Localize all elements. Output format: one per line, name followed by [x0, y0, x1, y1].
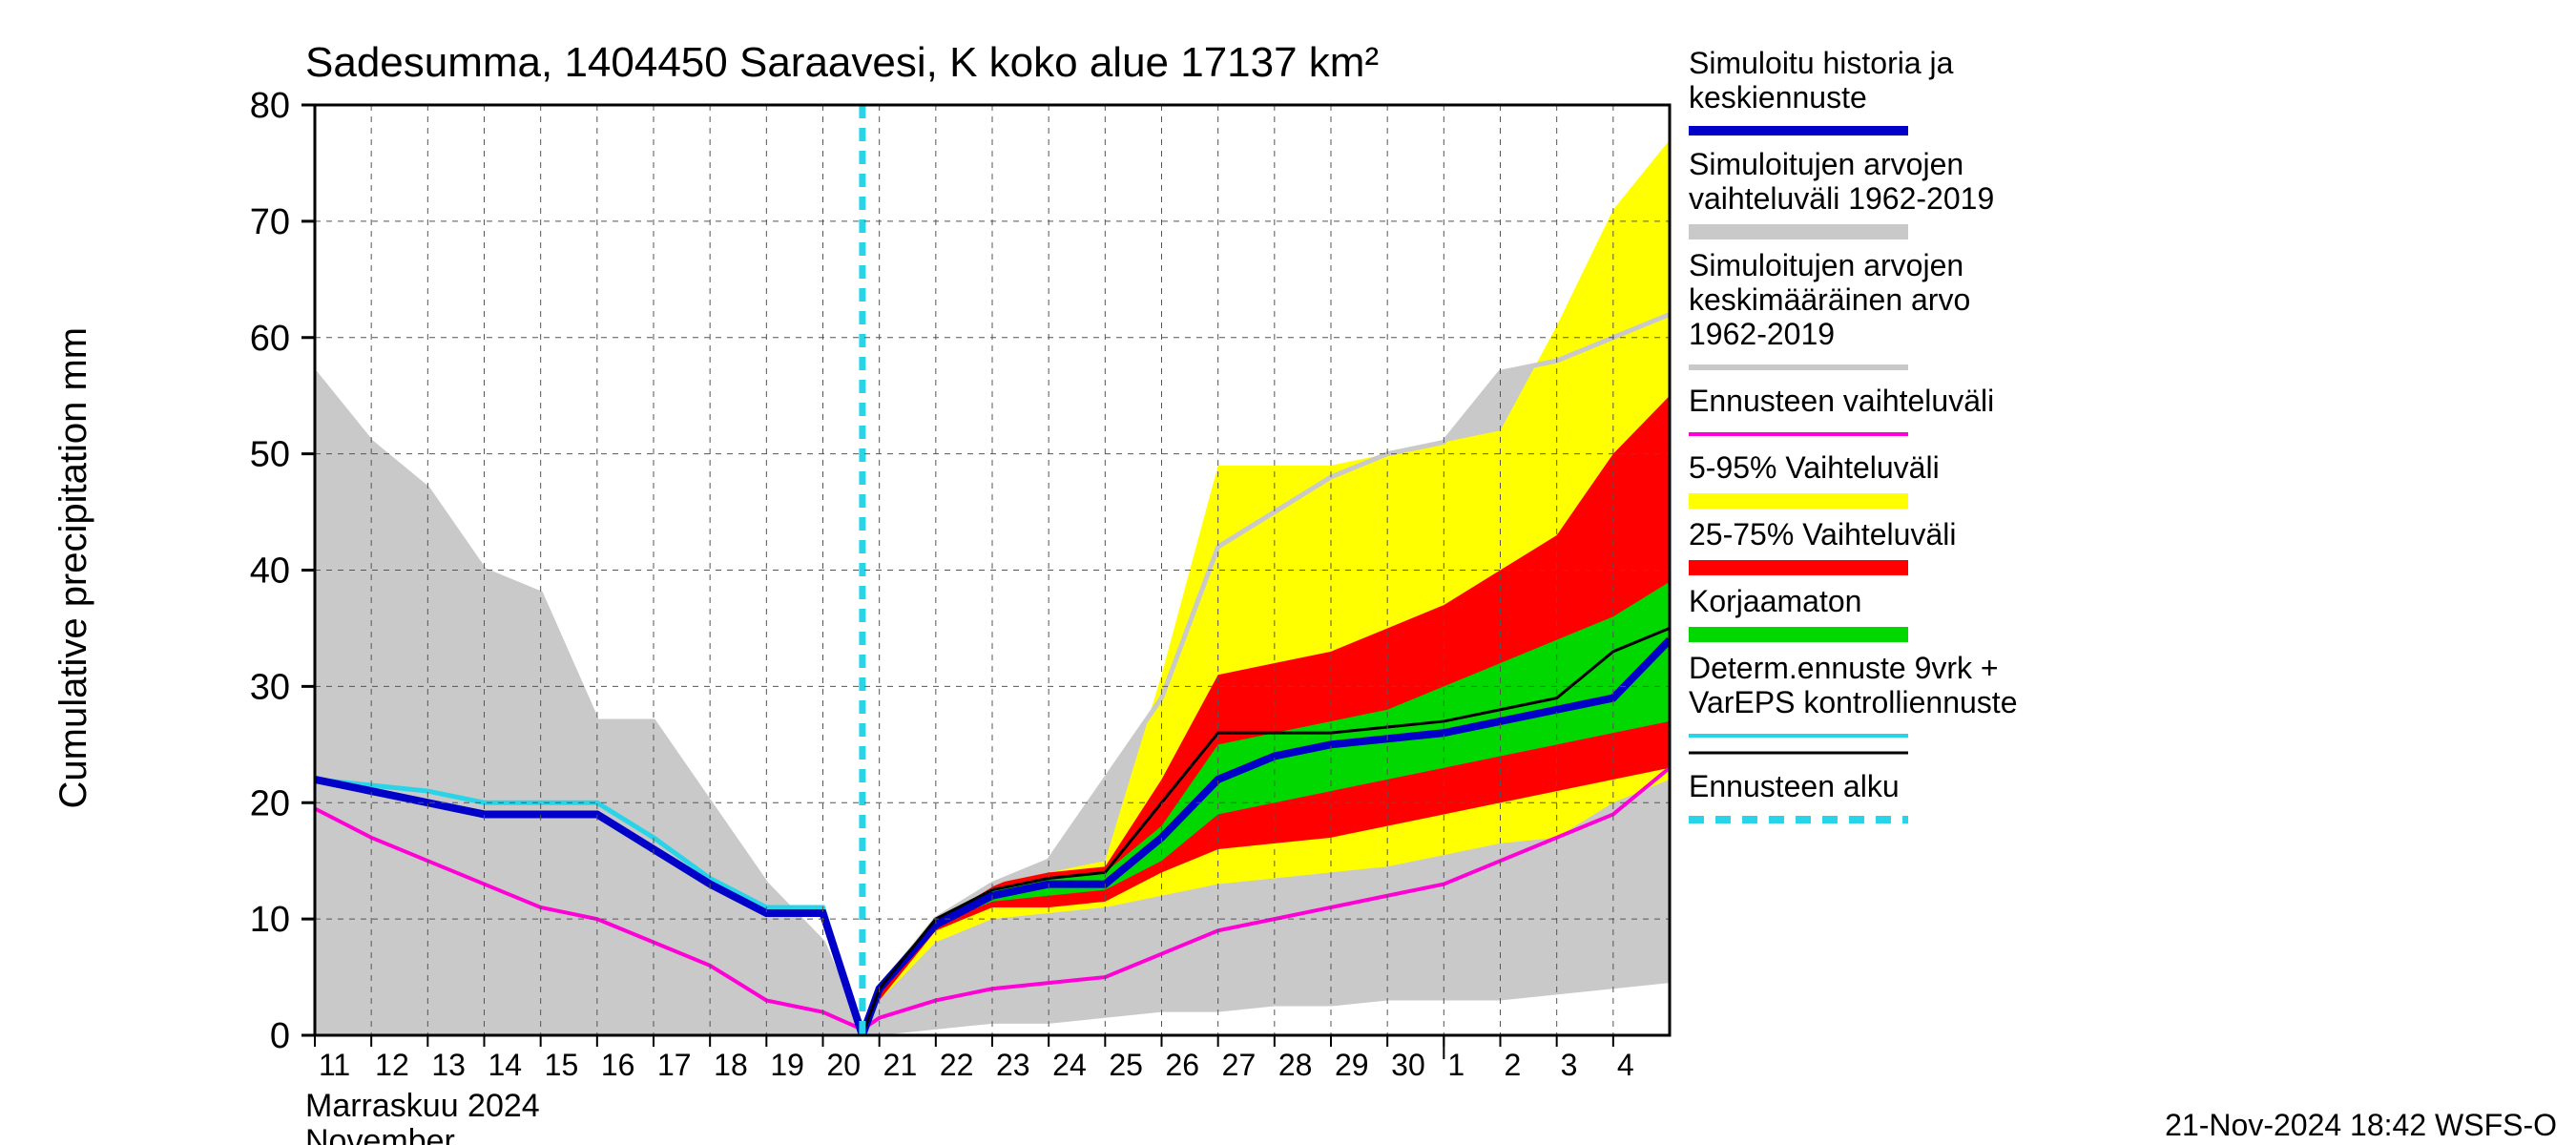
chart-svg: 0102030405060708011121314151617181920212…: [0, 0, 2576, 1145]
x-tick-label: 23: [996, 1048, 1030, 1082]
x-tick-label: 20: [827, 1048, 862, 1082]
x-tick-label: 26: [1166, 1048, 1200, 1082]
x-tick-label: 2: [1505, 1048, 1522, 1082]
legend-label: Simuloitujen arvojen: [1689, 248, 1963, 282]
x-tick-label: 4: [1617, 1048, 1634, 1082]
x-tick-label: 29: [1335, 1048, 1369, 1082]
legend-label: VarEPS kontrolliennuste: [1689, 685, 2017, 719]
y-tick-label: 40: [250, 552, 290, 592]
legend-label: 5-95% Vaihteluväli: [1689, 450, 1940, 485]
legend-label: Simuloitujen arvojen: [1689, 147, 1963, 181]
x-tick-label: 22: [940, 1048, 974, 1082]
x-tick-label: 25: [1109, 1048, 1143, 1082]
legend-swatch: [1689, 493, 1908, 509]
x-tick-label: 24: [1052, 1048, 1087, 1082]
x-month-label-2: November: [305, 1123, 455, 1145]
x-tick-label: 21: [883, 1048, 918, 1082]
legend-label: Simuloitu historia ja: [1689, 46, 1954, 80]
x-tick-label: 1: [1447, 1048, 1465, 1082]
legend-label: keskimääräinen arvo: [1689, 282, 1970, 317]
x-tick-label: 3: [1561, 1048, 1578, 1082]
y-axis-label: Cumulative precipitation mm: [52, 327, 94, 809]
x-tick-label: 15: [545, 1048, 579, 1082]
x-tick-label: 11: [319, 1048, 350, 1082]
y-tick-label: 70: [250, 202, 290, 242]
y-tick-label: 0: [270, 1016, 290, 1056]
y-tick-label: 50: [250, 435, 290, 475]
x-tick-label: 14: [488, 1048, 523, 1082]
x-tick-label: 30: [1391, 1048, 1425, 1082]
legend-swatch: [1689, 560, 1908, 575]
y-tick-label: 10: [250, 900, 290, 940]
legend-label: Korjaamaton: [1689, 584, 1861, 618]
x-month-label-1: Marraskuu 2024: [305, 1088, 540, 1124]
footer-timestamp: 21-Nov-2024 18:42 WSFS-O: [2165, 1108, 2557, 1142]
x-tick-label: 12: [375, 1048, 409, 1082]
x-tick-label: 17: [657, 1048, 692, 1082]
legend-label: vaihteluväli 1962-2019: [1689, 181, 1994, 216]
legend-swatch: [1689, 224, 1908, 239]
legend-label: keskiennuste: [1689, 80, 1867, 114]
legend-label: Determ.ennuste 9vrk +: [1689, 651, 1999, 685]
legend-label: Ennusteen alku: [1689, 769, 1900, 803]
x-tick-label: 13: [431, 1048, 466, 1082]
legend-swatch: [1689, 627, 1908, 642]
x-tick-label: 27: [1222, 1048, 1257, 1082]
legend-label: 1962-2019: [1689, 317, 1835, 351]
x-tick-label: 18: [714, 1048, 748, 1082]
y-tick-label: 60: [250, 319, 290, 359]
x-tick-label: 16: [601, 1048, 635, 1082]
y-tick-label: 30: [250, 667, 290, 707]
y-tick-label: 80: [250, 86, 290, 126]
chart-container: { "chart": { "type": "line-area-forecast…: [0, 0, 2576, 1145]
chart-title: Sadesumma, 1404450 Saraavesi, K koko alu…: [305, 39, 1379, 86]
y-tick-label: 20: [250, 783, 290, 823]
x-tick-label: 28: [1278, 1048, 1313, 1082]
legend-label: Ennusteen vaihteluväli: [1689, 384, 1994, 418]
legend-label: 25-75% Vaihteluväli: [1689, 517, 1956, 552]
x-tick-label: 19: [770, 1048, 804, 1082]
